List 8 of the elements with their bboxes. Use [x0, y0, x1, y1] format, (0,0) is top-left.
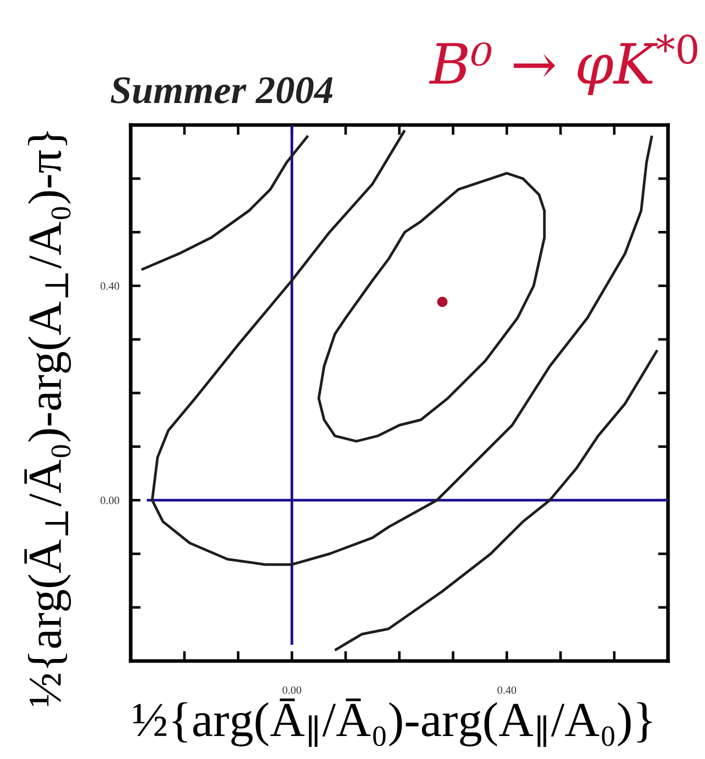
line-series [150, 129, 654, 566]
line-series [140, 134, 310, 272]
chart-title: B⁰ → φK$^{*0}$ [428, 34, 698, 96]
y-axis-title: ½{arg(Ā$_{⊥}$/Ā₀)-arg(A$_{⊥}$/A₀)-π} [24, 131, 71, 706]
x-axis-title: ½{arg(Ā$_{∥}$/Ā₀)-arg(A$_{∥}$/A₀)} [133, 698, 652, 747]
line-series [334, 348, 659, 652]
text: Summer 2004 [110, 77, 332, 104]
line-series [317, 172, 546, 443]
